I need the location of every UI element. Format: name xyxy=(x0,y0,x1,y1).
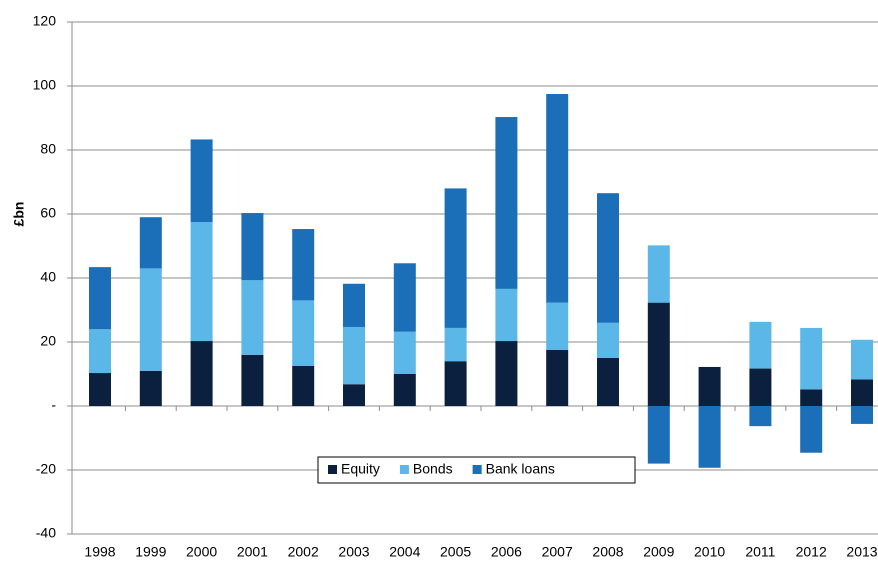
y-tick-label: 20 xyxy=(40,333,56,349)
bar xyxy=(851,379,873,406)
bar xyxy=(851,406,873,424)
legend-label: Bonds xyxy=(413,461,453,477)
bar xyxy=(495,288,518,342)
x-tick-label: 1998 xyxy=(84,544,115,560)
bar xyxy=(190,139,213,222)
y-tick-label: 120 xyxy=(33,13,57,29)
x-tick-label: 2005 xyxy=(440,544,471,560)
y-tick-label: 40 xyxy=(40,269,56,285)
bar xyxy=(851,339,873,380)
bar xyxy=(749,406,772,427)
bar xyxy=(444,327,467,362)
bar xyxy=(546,302,569,350)
y-tick-label: -40 xyxy=(36,525,56,541)
bar xyxy=(749,368,772,406)
x-tick-label: 2011 xyxy=(745,544,775,560)
bar xyxy=(89,267,111,330)
bar xyxy=(292,300,315,366)
bar xyxy=(647,302,670,406)
x-tick-label: 2006 xyxy=(491,544,522,560)
bar xyxy=(190,222,213,342)
bar xyxy=(241,280,264,355)
legend-swatch xyxy=(328,465,337,474)
x-tick-label: 2001 xyxy=(237,544,268,560)
bar xyxy=(800,406,823,453)
bar xyxy=(749,321,772,369)
x-tick-label: 2010 xyxy=(694,544,725,560)
bar xyxy=(190,341,213,406)
bar xyxy=(292,229,315,301)
bar xyxy=(800,327,823,390)
bar xyxy=(597,322,619,358)
bar xyxy=(139,217,162,269)
x-tick-label: 2002 xyxy=(288,544,319,560)
y-axis-label: £bn xyxy=(11,202,27,227)
bar xyxy=(647,245,670,303)
bar xyxy=(241,354,264,406)
x-tick-label: 2008 xyxy=(592,544,623,560)
x-tick-label: 2012 xyxy=(796,544,827,560)
y-tick-label: - xyxy=(51,397,56,413)
bar xyxy=(393,263,416,332)
bar xyxy=(292,366,315,406)
bar xyxy=(343,326,365,385)
bar xyxy=(241,213,264,281)
bar xyxy=(444,361,467,406)
legend-label: Equity xyxy=(341,461,380,477)
legend-swatch xyxy=(399,465,409,474)
bar xyxy=(546,350,569,406)
bar xyxy=(343,384,365,406)
x-tick-label: 2003 xyxy=(338,544,369,560)
legend-label: Bank loans xyxy=(486,461,555,477)
x-tick-label: 2007 xyxy=(542,544,573,560)
y-tick-label: 100 xyxy=(33,77,57,93)
y-tick-label: 80 xyxy=(40,141,56,157)
bar xyxy=(139,370,162,406)
y-tick-label: 60 xyxy=(40,205,56,221)
y-tick-label: -20 xyxy=(36,461,56,477)
x-tick-label: 2004 xyxy=(389,544,420,560)
bar xyxy=(89,329,111,374)
bar xyxy=(647,406,670,464)
bar xyxy=(444,188,467,328)
bar xyxy=(597,358,619,406)
x-tick-label: 2009 xyxy=(643,544,674,560)
bar xyxy=(89,373,111,406)
bar xyxy=(698,406,721,468)
legend: Equity Bonds Bank loans xyxy=(317,456,636,484)
x-tick-label: 2000 xyxy=(186,544,217,560)
x-tick-label: 1999 xyxy=(135,544,166,560)
bar xyxy=(546,94,569,303)
x-tick-label: 2013 xyxy=(846,544,877,560)
bar xyxy=(343,283,365,327)
bar xyxy=(495,341,518,406)
legend-swatch xyxy=(472,465,482,474)
bar xyxy=(698,366,721,406)
bar xyxy=(800,389,823,406)
bar xyxy=(393,374,416,406)
bar xyxy=(393,331,416,374)
bar xyxy=(495,117,518,289)
bar xyxy=(139,268,162,371)
bar xyxy=(597,193,619,323)
